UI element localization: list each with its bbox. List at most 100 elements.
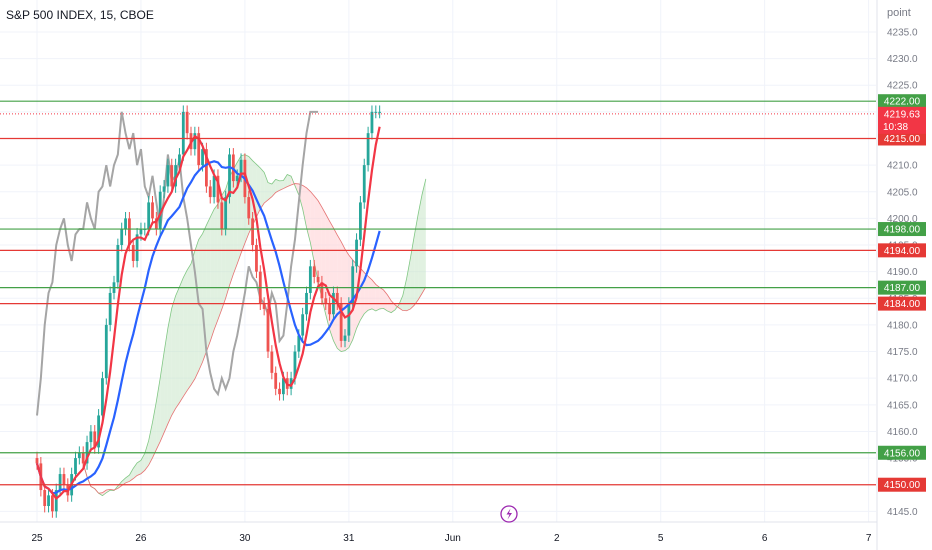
lightning-icon (506, 508, 512, 520)
ichimoku-cloud-segment (140, 453, 145, 474)
candle (151, 202, 154, 219)
candle (147, 202, 151, 230)
ichimoku-cloud-segment (179, 277, 184, 403)
candle (247, 197, 251, 219)
candle (316, 276, 320, 283)
ichimoku-cloud-segment (133, 462, 138, 479)
price-tick-label: 4170.0 (887, 374, 918, 385)
candle (374, 111, 378, 113)
candle (62, 474, 66, 485)
ichimoku-cloud-segment (268, 182, 272, 200)
price-tick-label: 4160.0 (887, 427, 918, 438)
price-tick-label: 4205.0 (887, 187, 918, 198)
ichimoku-cloud-segment (383, 289, 388, 311)
ichimoku-cloud-segment (418, 194, 422, 300)
ichimoku-cloud-segment (368, 276, 372, 311)
candle (162, 186, 166, 192)
ichimoku-cloud-segment (229, 169, 234, 286)
candle (282, 378, 285, 395)
ichimoku-cloud-segment (198, 233, 203, 371)
price-tick-label: 4230.0 (887, 54, 918, 65)
leading-span-a (82, 154, 427, 497)
time-tick-label: 6 (762, 533, 768, 544)
candle (235, 175, 239, 182)
candle (370, 111, 374, 134)
price-tick-label: 4145.0 (887, 507, 918, 518)
ichimoku-cloud-segment (402, 278, 407, 311)
candle (54, 490, 58, 512)
ichimoku-cloud-segment (137, 460, 141, 476)
price-tick-label: 4200.0 (887, 214, 918, 225)
ichimoku-cloud-segment (414, 214, 419, 306)
leading-span-b (82, 183, 427, 494)
candle (97, 415, 100, 448)
time-tick-label: 25 (31, 533, 43, 544)
candle (270, 351, 274, 373)
candle (154, 218, 158, 230)
ichimoku-cloud-segment (360, 268, 365, 321)
candle (293, 351, 297, 379)
ichimoku-cloud-segment (125, 475, 130, 483)
candle (355, 239, 358, 267)
candle (251, 218, 254, 246)
candle (351, 266, 355, 304)
ichimoku-cloud-segment (183, 270, 188, 397)
time-tick-label: 2 (554, 533, 560, 544)
ichimoku-cloud-segment (152, 401, 157, 458)
level-price-badge (878, 222, 926, 237)
time-tick-label: 26 (135, 533, 147, 544)
candle (335, 292, 339, 304)
candle (124, 218, 127, 230)
candle (343, 335, 347, 341)
ichimoku-cloud-segment (422, 178, 426, 294)
level-price-badge (878, 94, 926, 109)
candle (81, 452, 85, 464)
candle (308, 266, 312, 293)
conversion-line (35, 126, 381, 501)
chart-title: S&P 500 INDEX, 15, CBOE (6, 8, 154, 22)
candle (128, 218, 131, 246)
ichimoku-cloud-segment (371, 279, 376, 311)
candle (89, 431, 93, 443)
level-price-label: 4156.00 (884, 448, 921, 459)
ichimoku-cloud-segment (406, 257, 411, 311)
ichimoku-cloud-segment (275, 179, 280, 193)
price-tick-label: 4175.0 (887, 347, 918, 358)
candle (266, 308, 270, 352)
ichimoku-cloud-segment (310, 191, 315, 263)
ichimoku-cloud-segment (171, 295, 176, 416)
price-tick-label: 4180.0 (887, 320, 918, 331)
candle (166, 165, 170, 187)
level-price-badge (878, 131, 926, 146)
last-price-badge (878, 106, 926, 134)
candle (216, 175, 220, 203)
level-price-label: 4150.00 (884, 480, 921, 491)
candle (178, 154, 181, 166)
level-price-label: 4187.00 (884, 283, 921, 294)
ichimoku-cloud-segment (129, 468, 134, 482)
candle (278, 388, 281, 395)
candle (74, 458, 77, 475)
ichimoku-cloud-segment (375, 284, 380, 311)
level-price-badge (878, 280, 926, 295)
ichimoku-cloud-segment (194, 239, 199, 379)
ichimoku-cloud-segment (167, 308, 172, 424)
ichimoku-cloud-segment (121, 477, 126, 486)
ichimoku-cloud-segment (164, 328, 168, 433)
lagging-span-line (36, 110, 319, 416)
candle (347, 303, 351, 336)
ichimoku-cloud-segment (287, 174, 292, 187)
ichimoku-cloud-segment (102, 490, 107, 496)
ichimoku-cloud-segment (379, 287, 384, 309)
candle (220, 202, 224, 230)
candle (51, 495, 54, 512)
candle (362, 165, 366, 203)
price-tick-label: 4165.0 (887, 400, 918, 411)
ichimoku-cloud-segment (160, 352, 165, 442)
candle (205, 149, 208, 187)
candle (201, 149, 204, 166)
candle (47, 495, 50, 507)
candle (35, 458, 39, 464)
level-price-label: 4184.00 (884, 299, 921, 310)
